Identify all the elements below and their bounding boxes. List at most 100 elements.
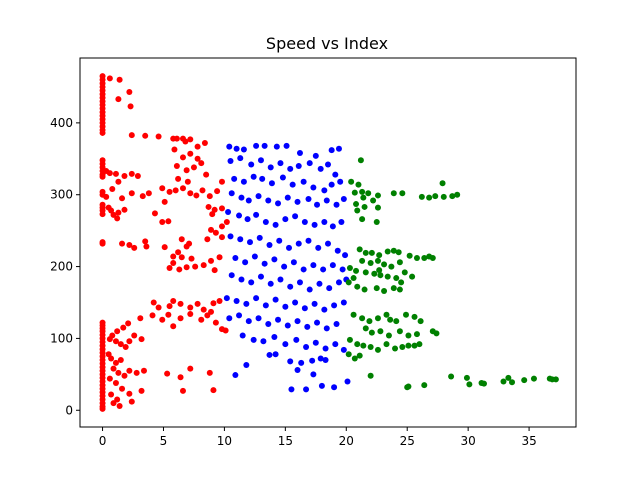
- data-point: [395, 249, 402, 256]
- data-point: [271, 256, 278, 263]
- data-point: [243, 362, 250, 368]
- data-point: [205, 203, 212, 210]
- data-point: [187, 310, 194, 317]
- data-point: [374, 346, 381, 353]
- data-point: [315, 244, 322, 251]
- data-point: [225, 208, 232, 215]
- data-point: [177, 315, 184, 322]
- data-point: [121, 206, 128, 213]
- data-point: [210, 300, 217, 307]
- data-point: [346, 336, 353, 343]
- data-point: [356, 352, 363, 359]
- data-point: [115, 369, 122, 376]
- plot-frame: [79, 57, 577, 428]
- data-point: [106, 336, 113, 343]
- data-point: [166, 188, 173, 195]
- data-point: [239, 332, 246, 339]
- data-point: [367, 344, 374, 351]
- data-point: [266, 242, 273, 249]
- data-point: [377, 272, 384, 279]
- data-point: [342, 252, 349, 259]
- data-point: [110, 365, 117, 372]
- data-point: [384, 273, 391, 280]
- data-point: [316, 280, 323, 287]
- data-point: [143, 243, 150, 250]
- data-point: [300, 178, 307, 185]
- data-point: [275, 200, 282, 207]
- data-point: [295, 162, 302, 169]
- data-point: [359, 257, 366, 264]
- data-point: [335, 279, 342, 286]
- data-point: [371, 270, 378, 277]
- data-point: [240, 178, 247, 185]
- data-point: [317, 165, 324, 172]
- data-point: [288, 386, 295, 393]
- data-point: [281, 263, 288, 270]
- data-point: [117, 356, 124, 363]
- data-point: [351, 355, 358, 362]
- data-point: [326, 285, 333, 292]
- data-point: [208, 257, 215, 264]
- data-point: [265, 197, 272, 204]
- data-point: [350, 275, 357, 282]
- data-point: [396, 328, 403, 335]
- data-point: [433, 330, 440, 337]
- data-point: [182, 138, 189, 145]
- data-point: [399, 190, 406, 197]
- data-point: [290, 259, 297, 266]
- data-point: [138, 387, 145, 394]
- data-point: [121, 372, 128, 379]
- data-point: [509, 379, 516, 386]
- data-point: [253, 211, 260, 218]
- data-point: [171, 146, 178, 153]
- ticks-layer: 0 5 10 15 20 25 30 35 0 100 200 300 400: [50, 116, 537, 448]
- data-point: [272, 296, 279, 303]
- data-point: [399, 344, 406, 351]
- data-point: [374, 192, 381, 199]
- data-point: [173, 135, 180, 142]
- data-point: [292, 213, 299, 220]
- data-point: [272, 221, 279, 228]
- data-point: [350, 311, 357, 318]
- data-point: [306, 160, 313, 167]
- data-point: [346, 265, 353, 272]
- data-point: [367, 372, 374, 379]
- data-point: [184, 178, 191, 185]
- data-point: [166, 303, 173, 310]
- data-point: [117, 341, 124, 348]
- data-point: [211, 267, 218, 274]
- data-point: [112, 170, 119, 177]
- data-point: [183, 243, 190, 250]
- data-point: [228, 190, 235, 197]
- chart-title: Speed vs Index: [266, 34, 388, 53]
- data-point: [405, 383, 412, 390]
- y-tick-label: 100: [50, 331, 73, 345]
- x-tick-label: 10: [217, 434, 232, 448]
- data-point: [159, 316, 166, 323]
- data-point: [367, 259, 374, 266]
- data-point: [403, 311, 409, 318]
- data-point: [200, 262, 207, 269]
- data-point: [292, 299, 299, 306]
- data-point: [227, 233, 234, 240]
- data-point: [149, 312, 156, 319]
- data-point: [218, 234, 225, 241]
- data-point: [223, 219, 230, 226]
- data-point: [106, 75, 113, 82]
- data-point: [206, 369, 213, 376]
- data-point: [178, 236, 185, 243]
- data-point: [329, 262, 336, 269]
- data-point: [243, 300, 250, 307]
- data-point: [266, 351, 273, 358]
- data-point: [353, 267, 360, 274]
- data-point: [151, 210, 158, 217]
- data-point: [218, 178, 225, 185]
- data-point: [176, 266, 183, 273]
- data-point: [237, 155, 244, 162]
- data-point: [373, 219, 380, 226]
- data-point: [429, 254, 436, 261]
- data-point: [253, 295, 260, 302]
- data-point: [201, 139, 208, 146]
- data-point: [287, 283, 294, 290]
